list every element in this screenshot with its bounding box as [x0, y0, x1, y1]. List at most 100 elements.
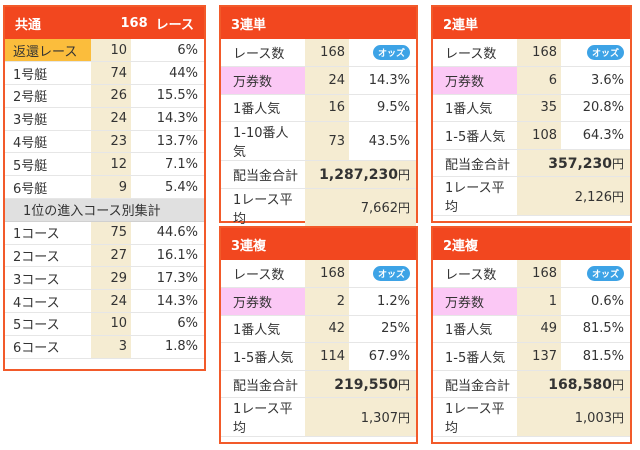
row-label: 1-5番人気 — [433, 121, 517, 150]
row-count: 27 — [91, 244, 131, 268]
row-count: 3 — [91, 335, 131, 359]
table-row: 4号艇 23 13.7% — [5, 130, 204, 154]
yen-unit: 円 — [397, 168, 410, 183]
table-row: 3号艇 24 14.3% — [5, 107, 204, 131]
odds-cell: オッズ — [561, 260, 630, 289]
total-amount-cell: 357,230円 — [517, 149, 630, 178]
row-label: 1番人気 — [221, 94, 305, 123]
row-label: 1号艇 — [5, 61, 91, 86]
row-count: 12 — [91, 152, 131, 177]
sanrentan-panel: 3連単 レース数 168 オッズ 万券数 24 14.3% 1番人気 16 9.5% 1-10番人気… — [219, 5, 418, 228]
table-row: 1-5番人気 137 81.5% — [433, 342, 630, 371]
total-amount-cell: 219,550円 — [305, 370, 416, 399]
row-label: 万券数 — [221, 287, 305, 316]
row-label: 2号艇 — [5, 84, 91, 108]
table-row: 1番人気 35 20.8% — [433, 94, 630, 123]
row-pct: 81.5% — [561, 342, 630, 371]
odds-button[interactable]: オッズ — [586, 266, 624, 282]
table-row: 5コース 10 6% — [5, 312, 204, 336]
table-row: 配当金合計 219,550円 — [221, 370, 416, 399]
row-count: 23 — [91, 130, 131, 154]
row-count: 24 — [91, 289, 131, 314]
row-label: 4コース — [5, 289, 91, 314]
table-row: 1レース平均 7,662円 — [221, 188, 416, 228]
panel-title: 3連単 — [231, 17, 267, 33]
row-pct: 15.5% — [131, 84, 204, 108]
row-label: レース数 — [221, 260, 305, 289]
table-row: 1レース平均 1,307円 — [221, 397, 416, 438]
row-count: 35 — [517, 94, 561, 123]
row-label: 1レース平均 — [433, 176, 517, 217]
yen-unit: 円 — [611, 410, 624, 425]
yen-unit: 円 — [611, 377, 624, 392]
total-amount-cell: 168,580円 — [517, 370, 630, 399]
total-amount: 1,287,230 — [319, 167, 398, 184]
row-label: 1レース平均 — [221, 188, 305, 228]
common-panel: 共通 168 レース 返還レース 10 6% 1号艇 74 44% 2号艇 26… — [3, 5, 206, 371]
row-count: 168 — [517, 260, 561, 289]
row-pct: 14.3% — [131, 289, 204, 314]
row-count: 75 — [91, 221, 131, 245]
average-amount-cell: 1,003円 — [517, 397, 630, 438]
odds-cell: オッズ — [349, 39, 416, 68]
row-pct: 67.9% — [349, 342, 416, 371]
row-pct: 16.1% — [131, 244, 204, 268]
row-count: 42 — [305, 315, 349, 344]
row-label: 5コース — [5, 312, 91, 336]
row-label: 1-10番人気 — [221, 121, 305, 162]
table-row: 1レース平均 2,126円 — [433, 176, 630, 217]
odds-button[interactable]: オッズ — [372, 266, 410, 282]
row-pct: 44% — [131, 61, 204, 86]
panel-header: 2連単 — [433, 7, 630, 39]
row-label: 6号艇 — [5, 175, 91, 200]
course-section-header: 1位の進入コース別集計 — [5, 198, 204, 222]
table-row: 1-5番人気 114 67.9% — [221, 342, 416, 371]
yen-unit: 円 — [397, 201, 410, 216]
row-label: 5号艇 — [5, 152, 91, 177]
row-pct: 6% — [131, 312, 204, 336]
common-header: 共通 168 レース — [5, 7, 204, 39]
row-count: 168 — [517, 39, 561, 68]
row-pct: 44.6% — [131, 221, 204, 245]
nirenpuku-panel: 2連複 レース数 168 オッズ 万券数 1 0.6% 1番人気 49 81.5% 1-5番人気 13… — [431, 226, 632, 444]
row-count: 2 — [305, 287, 349, 316]
table-row: 1-5番人気 108 64.3% — [433, 121, 630, 150]
table-row: 1-10番人気 73 43.5% — [221, 121, 416, 162]
odds-button[interactable]: オッズ — [586, 45, 624, 61]
sanrenpuku-panel: 3連複 レース数 168 オッズ 万券数 2 1.2% 1番人気 42 25% 1-5番人気 114 6… — [219, 226, 418, 444]
table-row: 6コース 3 1.8% — [5, 335, 204, 359]
row-label: 1番人気 — [433, 94, 517, 123]
panel-title: 2連複 — [443, 238, 479, 254]
average-amount: 1,003 — [574, 410, 612, 426]
yen-unit: 円 — [611, 156, 624, 171]
row-label: 3号艇 — [5, 107, 91, 131]
table-row: レース数 168 オッズ — [433, 39, 630, 68]
row-label: 配当金合計 — [433, 149, 517, 178]
row-count: 10 — [91, 39, 131, 63]
table-row: レース数 168 オッズ — [433, 260, 630, 289]
table-row: 2コース 27 16.1% — [5, 244, 204, 268]
row-pct: 25% — [349, 315, 416, 344]
table-row: 配当金合計 1,287,230円 — [221, 160, 416, 189]
row-pct: 13.7% — [131, 130, 204, 154]
stats-table: レース数 168 オッズ 万券数 24 14.3% 1番人気 16 9.5% 1-10番人気 73 4… — [221, 39, 416, 228]
row-label: 万券数 — [433, 287, 517, 316]
average-amount-cell: 1,307円 — [305, 397, 416, 438]
yen-unit: 円 — [397, 410, 410, 425]
table-row: 2号艇 26 15.5% — [5, 84, 204, 108]
row-count: 16 — [305, 94, 349, 123]
panel-title: 3連複 — [231, 238, 267, 254]
odds-button[interactable]: オッズ — [372, 45, 410, 61]
table-row: 1号艇 74 44% — [5, 61, 204, 86]
panel-title: 2連単 — [443, 17, 479, 33]
row-label: 万券数 — [433, 66, 517, 95]
row-label: 配当金合計 — [221, 370, 305, 399]
row-count: 6 — [517, 66, 561, 95]
row-label: 配当金合計 — [221, 160, 305, 189]
average-amount: 1,307 — [360, 410, 398, 426]
table-row: 万券数 24 14.3% — [221, 66, 416, 95]
row-pct: 6% — [131, 39, 204, 63]
row-pct: 17.3% — [131, 266, 204, 291]
row-count: 168 — [305, 260, 349, 289]
total-amount-cell: 1,287,230円 — [305, 160, 416, 189]
